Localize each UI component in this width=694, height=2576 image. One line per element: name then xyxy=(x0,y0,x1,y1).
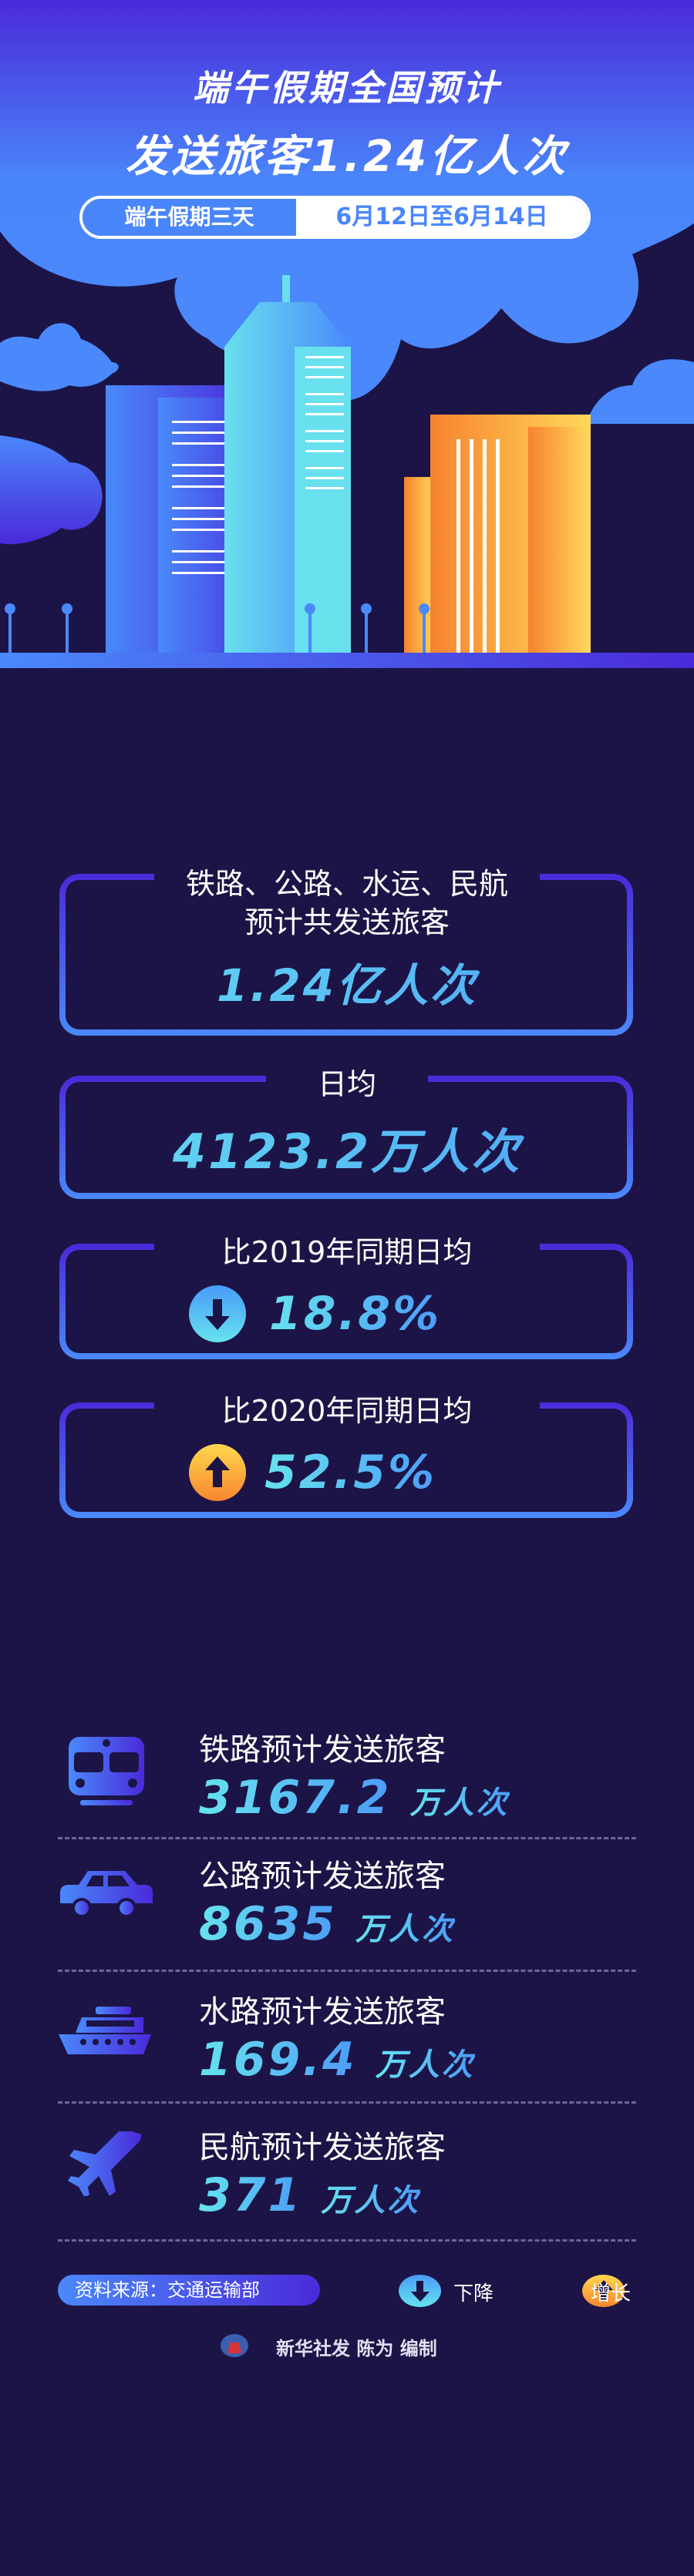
summary-daily-label: 日均 xyxy=(317,1067,376,1101)
summary-daily-box xyxy=(59,1076,633,1199)
date-pill: 端午假期三天 6月12日至6月14日 xyxy=(79,196,591,239)
legend-up-label: 增长 xyxy=(591,2282,632,2306)
summary-total-box xyxy=(59,874,633,1036)
mode-road-label: 公路预计发送旅客 xyxy=(199,1859,446,1894)
source-pill: 资料来源：交通运输部 xyxy=(58,2275,320,2306)
summary-total-label: 铁路、公路、水运、民航 xyxy=(185,867,508,901)
ship-icon xyxy=(59,2007,151,2054)
mode-road-unit: 万人次 xyxy=(355,1912,455,1947)
pill-date-range: 6月12日至6月14日 xyxy=(296,199,588,236)
summary-daily-value: 4123.2万人次 xyxy=(0,1113,694,1182)
summary-2020-box xyxy=(59,1402,633,1518)
divider xyxy=(58,1837,636,1839)
mode-road-value: 8635 xyxy=(199,1897,337,1951)
summary-2020-label: 比2020年同期日均 xyxy=(221,1394,473,1428)
summary-2019-value: 18.8% xyxy=(269,1287,442,1341)
mode-rail-unit: 万人次 xyxy=(409,1785,510,1821)
title-line-2: 发送旅客1.24亿人次 xyxy=(125,132,569,182)
mode-water-value: 169.4 xyxy=(199,2033,357,2087)
arrow-down-icon xyxy=(189,1285,246,1342)
car-icon xyxy=(60,1871,153,1918)
train-icon xyxy=(69,1737,144,1805)
mode-air-label: 民航预计发送旅客 xyxy=(199,2130,446,2165)
pill-holiday-label: 端午假期三天 xyxy=(83,199,296,236)
legend-up-icon xyxy=(582,2275,625,2307)
summary-2020-value: 52.5% xyxy=(264,1446,437,1500)
mode-air-unit: 万人次 xyxy=(321,2183,421,2218)
arrow-up-icon xyxy=(189,1444,246,1501)
mode-rail-label: 铁路预计发送旅客 xyxy=(199,1732,446,1768)
mode-water-unit: 万人次 xyxy=(375,2047,475,2083)
divider xyxy=(58,2239,636,2242)
summary-total-label-2: 预计共发送旅客 xyxy=(244,905,450,939)
title-line-1: 端午假期全国预计 xyxy=(193,67,501,109)
legend-down-label: 下降 xyxy=(453,2282,494,2306)
header-cloud-illustration xyxy=(0,0,694,668)
summary-2019-label: 比2019年同期日均 xyxy=(221,1235,473,1269)
legend-down-icon xyxy=(399,2275,441,2307)
summary-2019-box xyxy=(59,1244,633,1359)
plane-icon xyxy=(68,2131,142,2196)
xinhua-logo xyxy=(221,2334,248,2357)
mode-rail-value: 3167.2 xyxy=(199,1771,392,1825)
divider xyxy=(58,1970,636,1972)
mode-water-label: 水路预计发送旅客 xyxy=(199,1994,446,2030)
summary-total-value: 1.24亿人次 xyxy=(0,949,694,1014)
divider xyxy=(58,2101,636,2104)
footer-credit: 新华社发 陈为 编制 xyxy=(276,2338,437,2359)
mode-air-value: 371 xyxy=(199,2168,303,2222)
